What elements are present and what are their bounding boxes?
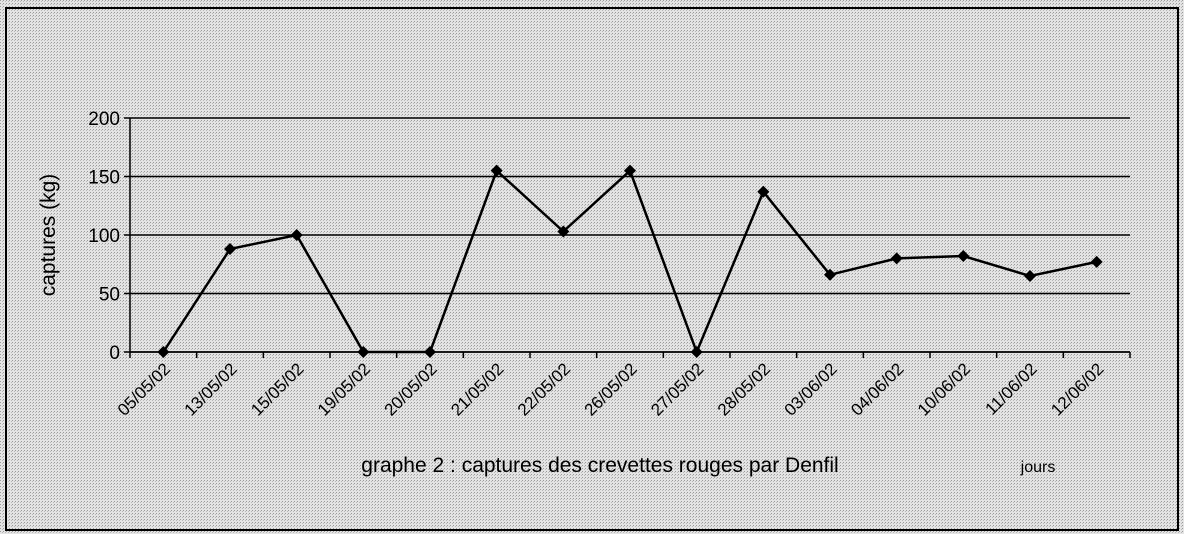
data-point (357, 346, 370, 358)
chart-border (5, 7, 1179, 531)
chart-title: graphe 2 : captures des crevettes rouges… (361, 454, 838, 477)
x-axis-label: jours (1020, 459, 1056, 476)
data-point (824, 268, 836, 281)
data-point (624, 164, 636, 177)
y-tick-label: 0 (109, 343, 120, 364)
data-point (757, 185, 770, 198)
y-tick-label: 200 (88, 109, 120, 130)
data-point (424, 346, 436, 358)
data-point (690, 346, 703, 358)
y-tick-label: 100 (88, 226, 120, 247)
data-point (490, 164, 503, 177)
y-tick-label: 150 (88, 168, 120, 189)
data-point (890, 252, 903, 265)
y-axis-label: captures (kg) (37, 174, 60, 297)
data-point (224, 243, 236, 256)
data-point (290, 229, 303, 241)
data-point (157, 346, 170, 358)
data-point (1090, 255, 1103, 268)
data-point (1024, 269, 1036, 282)
y-tick-label: 50 (99, 285, 120, 306)
data-point (557, 225, 570, 238)
data-point (957, 250, 970, 263)
